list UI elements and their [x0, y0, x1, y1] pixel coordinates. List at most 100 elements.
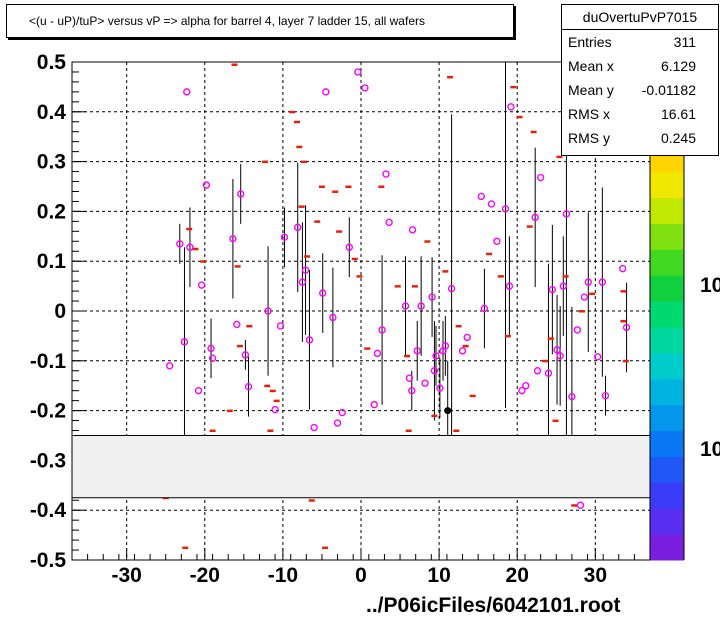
dash-marker [318, 185, 325, 188]
stats-value: 6.129 [660, 58, 696, 74]
data-point [354, 68, 362, 76]
data-point [197, 281, 206, 289]
data-point [385, 218, 393, 227]
data-point [417, 302, 425, 310]
dash-marker [351, 257, 358, 261]
data-point [536, 173, 545, 182]
dash-marker [530, 130, 537, 134]
dash-marker [424, 240, 431, 243]
palette-cell [650, 456, 684, 483]
data-point [186, 243, 194, 251]
data-point [593, 353, 602, 361]
palette-label: 10 [700, 274, 720, 297]
data-point [176, 240, 184, 248]
dash-marker [186, 227, 193, 231]
stats-title: duOvertuPvP7015 [562, 5, 718, 30]
chart-title-box: <(u - uP)/tuP> versus vP => alpha for ba… [6, 4, 514, 38]
x-tick-label: 0 [355, 564, 367, 587]
y-tick-label: -0.1 [30, 350, 67, 373]
dash-marker [314, 220, 321, 223]
dash-marker [246, 324, 253, 328]
palette-cell [650, 275, 684, 302]
data-point [436, 384, 444, 392]
data-point [518, 386, 526, 395]
dash-marker [293, 120, 300, 124]
dash-marker [469, 394, 476, 398]
dash-marker [273, 399, 280, 403]
palette-label: 10 [700, 438, 720, 461]
dash-marker [269, 389, 276, 393]
data-point [548, 285, 557, 294]
data-point [229, 235, 237, 243]
dash-marker [620, 290, 627, 293]
data-point [432, 352, 440, 360]
data-point [345, 243, 353, 251]
data-point [183, 88, 191, 96]
palette-cell [650, 197, 684, 225]
dash-marker [308, 499, 315, 502]
dash-marker [497, 275, 504, 278]
y-tick-label: 0.4 [37, 101, 67, 124]
data-point [576, 501, 585, 509]
stats-value: 16.61 [660, 106, 696, 122]
data-point [428, 293, 436, 301]
dash-marker [289, 110, 296, 114]
data-point [522, 382, 530, 390]
x-tick-label: -20 [190, 564, 220, 587]
dash-marker [579, 310, 586, 313]
data-point [401, 302, 410, 310]
stats-label: Entries [568, 34, 612, 50]
dash-marker [405, 429, 412, 433]
stats-label: RMS y [568, 130, 610, 146]
x-tick-label: -30 [111, 564, 141, 587]
data-point [622, 323, 631, 332]
data-point [531, 213, 539, 222]
dash-marker [504, 334, 511, 338]
data-point [505, 282, 514, 290]
data-point [580, 293, 589, 301]
dash-marker [404, 354, 411, 358]
data-point [507, 103, 515, 111]
data-point [493, 237, 501, 245]
dash-marker [332, 190, 339, 193]
dash-marker [620, 319, 627, 323]
x-tick-label: 20 [506, 564, 529, 587]
data-point [601, 391, 610, 400]
stats-label: RMS x [568, 106, 610, 122]
data-point [373, 349, 382, 358]
data-point [441, 342, 450, 350]
data-point [264, 307, 272, 315]
dash-marker [556, 155, 563, 159]
y-tick-label: 0.1 [37, 250, 67, 273]
data-point [556, 352, 564, 360]
dash-marker [526, 225, 533, 228]
palette-cell [650, 171, 684, 199]
data-point [480, 304, 489, 313]
data-point [233, 320, 241, 329]
dash-marker [226, 409, 233, 413]
y-tick-label: 0.5 [37, 51, 67, 74]
dash-marker [542, 359, 549, 363]
data-point [553, 346, 561, 354]
data-point [241, 351, 250, 359]
data-point [276, 322, 285, 330]
data-point [562, 210, 571, 218]
data-point [430, 367, 439, 375]
stats-value: 0.245 [660, 130, 696, 146]
data-point [194, 386, 203, 395]
dash-marker [300, 160, 307, 164]
data-point [458, 347, 467, 355]
data-point [463, 333, 471, 342]
stats-row-rms-x: RMS x 16.61 [562, 102, 718, 126]
dash-marker [453, 429, 460, 433]
data-point [413, 347, 421, 355]
data-point [382, 170, 390, 178]
stats-box: duOvertuPvP7015 Entries 311 Mean x 6.129… [561, 4, 719, 156]
data-point [573, 326, 582, 334]
dash-marker [231, 63, 238, 66]
palette-cell [650, 378, 684, 406]
dash-marker [547, 337, 554, 340]
dash-marker [356, 275, 363, 278]
data-point [361, 84, 369, 92]
